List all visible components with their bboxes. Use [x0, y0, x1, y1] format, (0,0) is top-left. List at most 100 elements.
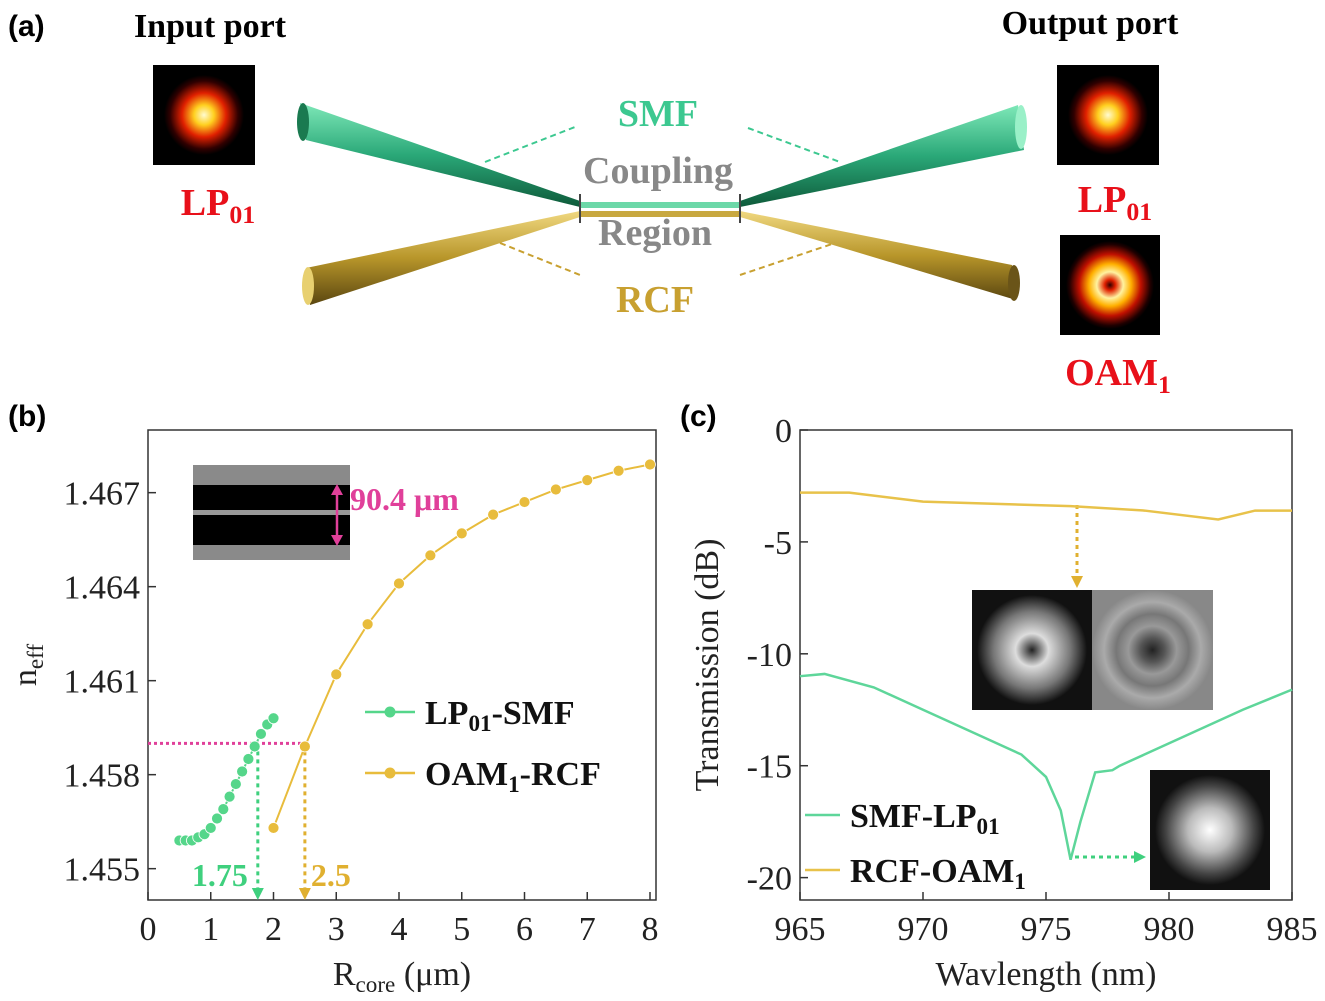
coupling-fiber [580, 211, 740, 217]
smf-cone [740, 105, 1024, 207]
inset-line [193, 510, 350, 515]
x-tick-label: 965 [775, 911, 826, 948]
legend-label: LP01-SMF [425, 695, 575, 737]
y-tick-label: 1.464 [64, 570, 141, 607]
output-mode: LP01 [1078, 179, 1152, 226]
arrow-head [1134, 851, 1146, 863]
crossing-label: 2.5 [311, 857, 351, 893]
data-point [393, 577, 405, 590]
legend-label: SMF-LP01 [850, 798, 1000, 840]
y-tick-label: 0 [775, 413, 792, 450]
rcf-cone [740, 211, 1016, 300]
legend-label-sub: 1 [1014, 869, 1026, 895]
x-tick-label: 8 [642, 911, 659, 948]
y-tick-label: 1.458 [64, 758, 141, 795]
legend-label-sub: 01 [468, 711, 491, 737]
inset-spot [1155, 775, 1265, 885]
data-point [644, 458, 656, 471]
x-tick-label: 970 [898, 911, 949, 948]
input-mode-sub: 01 [229, 200, 255, 229]
x-axis-label-sub: core [356, 972, 396, 998]
rcf-end [302, 267, 314, 305]
smf-cone [300, 103, 580, 207]
rcf-end [1008, 265, 1020, 301]
x-tick-label: 4 [391, 911, 408, 948]
input-mode: LP01 [181, 182, 255, 229]
data-point [549, 483, 562, 496]
x-axis-label-main: R [333, 956, 356, 993]
guide [484, 126, 576, 163]
y-tick-label: -10 [747, 637, 792, 674]
coupling-fiber [580, 202, 740, 208]
mode-spot [164, 75, 244, 155]
legend-label-main: OAM [425, 756, 508, 793]
x-axis-label: Wavlength (nm) [935, 956, 1156, 993]
data-point [487, 508, 500, 521]
data-point [361, 618, 374, 631]
rcf-cone [306, 211, 580, 305]
legend-dot [384, 706, 396, 718]
smf-end [297, 103, 309, 141]
series-line [800, 491, 1292, 521]
data-point [612, 464, 625, 477]
crossing-label: 1.75 [192, 857, 248, 893]
y-tick-label: 1.455 [64, 852, 141, 889]
y-axis-label: Transmission (dB) [689, 539, 726, 792]
panel-label: (a) [8, 10, 45, 43]
legend-dot [384, 767, 396, 779]
output-mode-main: OAM [1065, 352, 1158, 394]
data-point [424, 549, 437, 562]
arrow-head [298, 888, 311, 900]
data-point [204, 822, 217, 834]
guide [739, 242, 836, 276]
input-mode-main: LP [181, 182, 230, 224]
x-tick-label: 2 [265, 911, 282, 948]
data-point [211, 812, 223, 825]
output-mode-sub: 1 [1158, 370, 1171, 399]
data-point [330, 668, 343, 681]
x-tick-label: 1 [202, 911, 219, 948]
x-axis-label: Rcore (μm) [333, 956, 471, 998]
legend-label-after: -SMF [492, 695, 575, 732]
x-tick-label: 7 [579, 911, 596, 948]
data-point [242, 753, 255, 765]
x-tick-label: 985 [1267, 911, 1318, 948]
guide [747, 127, 841, 163]
mode-spot [1068, 75, 1148, 155]
x-axis-label-after: (μm) [395, 956, 471, 993]
guide [499, 242, 581, 276]
legend-label: RCF-OAM1 [850, 853, 1026, 895]
x-tick-label: 3 [328, 911, 345, 948]
panel-label: (c) [680, 400, 717, 433]
arrow-head [1071, 576, 1083, 588]
mode-ring [1066, 241, 1154, 329]
data-point [236, 765, 249, 778]
legend-label-sub: 01 [977, 814, 1000, 840]
region-label: Region [598, 212, 712, 254]
legend-label-main: RCF-OAM [850, 853, 1014, 890]
data-point [217, 803, 230, 816]
legend-label-main: LP [425, 695, 468, 732]
panel-label: (b) [8, 400, 46, 433]
rcf-label: RCF [616, 279, 694, 321]
output-title: Output port [1002, 5, 1179, 42]
y-tick-label: -20 [747, 861, 792, 898]
series-line [799, 672, 1293, 861]
inset-ring [977, 595, 1087, 705]
smf-end [1015, 105, 1027, 149]
data-point [267, 712, 280, 725]
output-mode-main: LP [1078, 179, 1127, 221]
arrow-head [331, 484, 343, 495]
output-mode-sub: 01 [1126, 197, 1152, 226]
plot-frame [147, 429, 657, 901]
input-title: Input port [134, 8, 287, 45]
y-tick-label: -15 [747, 749, 792, 786]
y-tick-label: 1.467 [64, 476, 141, 513]
x-tick-label: 0 [140, 911, 157, 948]
output-mode: OAM1 [1065, 352, 1171, 399]
data-point [223, 790, 236, 803]
legend-label: OAM1-RCF [425, 756, 601, 798]
legend-label-sub: 1 [508, 772, 520, 798]
coupling-label: Coupling [583, 150, 733, 192]
